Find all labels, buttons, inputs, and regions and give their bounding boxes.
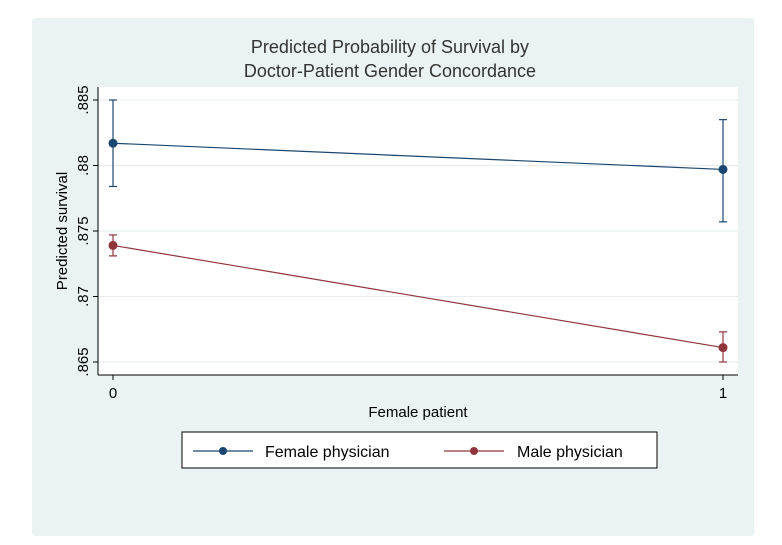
- legend-box: [181, 431, 658, 469]
- data-point-female-physician: [108, 138, 118, 148]
- data-point-female-physician: [718, 164, 728, 174]
- legend: Female physician Male physician: [181, 431, 658, 469]
- y-tick-label: .87: [75, 286, 92, 307]
- x-tick-label: 1: [719, 385, 727, 402]
- series-line-female-physician: [112, 142, 724, 171]
- legend-label-male-physician: Male physician: [517, 444, 623, 461]
- y-tick-label: .875: [75, 216, 92, 245]
- chart-title-line-1: Predicted Probability of Survival by: [251, 37, 529, 57]
- legend-swatch-male-physician-marker: [470, 447, 478, 455]
- chart-title-line-2: Doctor-Patient Gender Concordance: [244, 61, 536, 81]
- series-group: [108, 99, 728, 363]
- y-tick-label: .88: [75, 155, 92, 176]
- series-female-physician: [108, 99, 728, 223]
- x-tick-label: 0: [109, 385, 117, 402]
- y-axis-label: Predicted survival: [54, 172, 71, 290]
- data-point-male-physician: [108, 240, 118, 250]
- legend-swatch-female-physician-marker: [219, 447, 227, 455]
- y-tick-label: .865: [75, 347, 92, 376]
- series-male-physician: [108, 234, 728, 363]
- series-line-male-physician: [112, 244, 724, 349]
- x-axis-label: Female patient: [368, 404, 468, 421]
- data-point-male-physician: [718, 343, 728, 353]
- y-tick-label: .885: [75, 85, 92, 114]
- y-ticks: .865 .87 .875 .88 .885: [75, 85, 98, 377]
- legend-label-female-physician: Female physician: [265, 444, 390, 461]
